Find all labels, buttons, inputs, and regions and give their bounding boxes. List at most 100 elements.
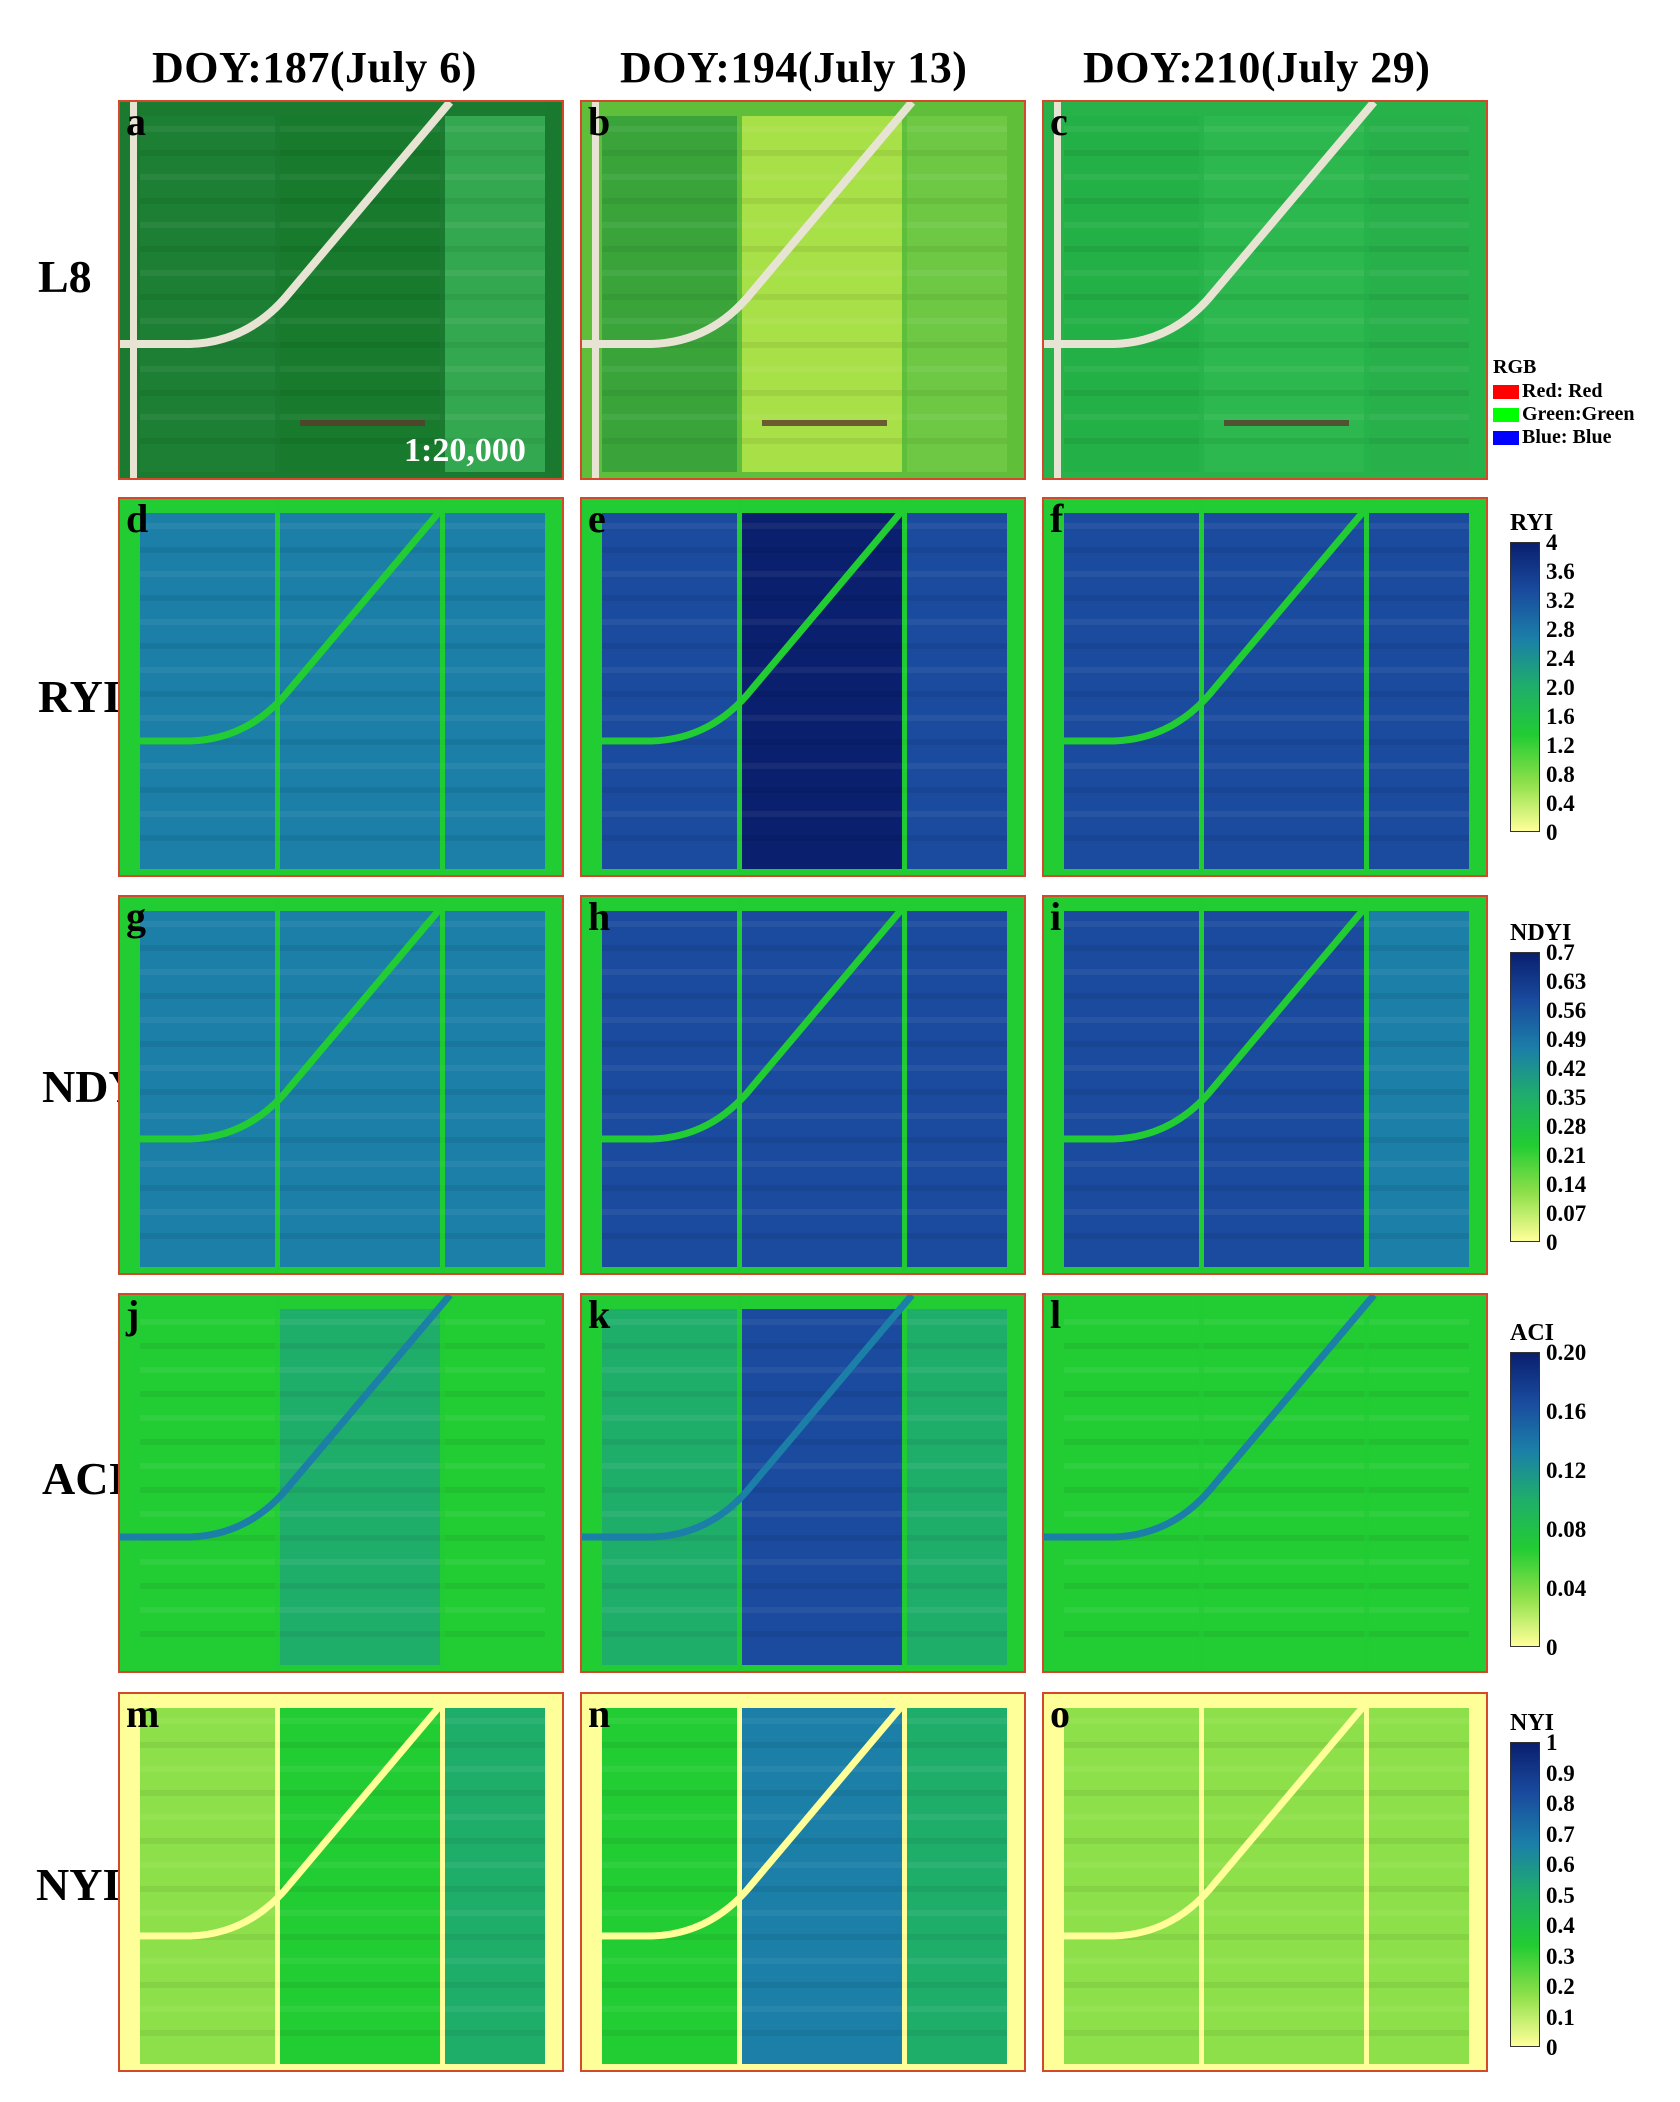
colorbar-tick: 0.12 [1546,1458,1587,1483]
panel-letter-m: m [126,1692,160,1736]
colorbar-tick: 0 [1546,1230,1558,1255]
colorbar-tick: 4 [1546,530,1558,555]
colorbar-tick: 0.16 [1546,1399,1587,1424]
panel-map-image [1044,1295,1486,1671]
panel-ryi-1: d [118,497,564,877]
panel-map-image [582,102,1024,478]
colorbar-ndyi [1510,952,1540,1242]
colorbar-title-ryi: RYI [1510,510,1554,536]
colorbar-tick: 2.4 [1546,646,1575,671]
colorbar-tick: 0 [1546,1635,1558,1660]
colorbar-tick: 0.14 [1546,1172,1587,1197]
panel-letter-f: f [1050,497,1064,541]
green-swatch [1493,407,1519,422]
panel-map-image [120,499,562,875]
panel-letter-n: n [588,1692,611,1736]
panel-ndyi-2: h [580,895,1026,1275]
red-swatch [1493,384,1519,399]
panel-map-image [120,897,562,1273]
colorbar-title-aci: ACI [1510,1320,1555,1346]
rgb-legend-green: Green:Green [1493,403,1635,426]
panel-nyi-1: m [118,1692,564,2072]
colorbar-tick: 1 [1546,1730,1558,1755]
panel-map-image [120,102,562,478]
panel-map-image [582,897,1024,1273]
colorbar-title-nyi: NYI [1510,1710,1555,1736]
colorbar-title-ndyi: NDYI [1510,920,1572,946]
row-label-nyi: NYI [36,1859,121,1910]
colorbar-tick: 0.49 [1546,1027,1587,1052]
panel-letter-b: b [588,100,611,144]
panel-l8-3: c [1042,100,1488,480]
colorbar-tick: 3.2 [1546,588,1575,613]
panel-letter-j: j [126,1293,140,1337]
colorbar-tick: 0.04 [1546,1576,1587,1601]
panel-nyi-3: o [1042,1692,1488,2072]
scale-label: 1:20,000 [404,432,526,469]
colorbar-tick: 0.3 [1546,1943,1575,1969]
colorbar-tick: 0.7 [1546,940,1575,965]
colorbar-tick: 0.8 [1546,1791,1575,1816]
panel-map-image [582,1694,1024,2070]
panel-ryi-3: f [1042,497,1488,877]
panel-aci-1: j [118,1293,564,1673]
panel-letter-e: e [588,497,606,541]
row-label-l8: L8 [38,251,92,302]
row-label-aci: ACI [42,1453,127,1504]
panel-l8-2: b [580,100,1026,480]
colorbar-tick: 1.2 [1546,733,1575,758]
colorbar-tick: 2.8 [1546,617,1575,642]
colorbar-tick: 0.1 [1546,2004,1575,2030]
colorbar-tick: 0.56 [1546,998,1587,1023]
panel-l8-1: a [118,100,564,480]
panel-ndyi-3: i [1042,895,1488,1275]
colorbar-tick: 0.42 [1546,1056,1587,1081]
colorbar-tick: 0.9 [1546,1760,1575,1786]
colorbar-aci [1510,1352,1540,1647]
colorbar-tick: 0.6 [1546,1852,1575,1877]
colorbar-tick: 0.2 [1546,1974,1575,1999]
panel-map-image [1044,499,1486,875]
rgb-legend-red: Red: Red [1493,380,1603,403]
colorbar-tick: 0.5 [1546,1882,1575,1908]
blue-swatch [1493,430,1519,445]
panel-aci-3: l [1042,1293,1488,1673]
colorbar-tick: 0.21 [1546,1143,1587,1168]
panel-map-image [120,1295,562,1671]
panel-map-image [582,499,1024,875]
colorbar-tick: 0.7 [1546,1821,1575,1847]
colorbar-tick: 0.20 [1546,1340,1587,1365]
rgb-legend-blue-label: Blue: Blue [1522,426,1612,448]
colorbar-tick: 0 [1546,2035,1558,2060]
colorbar-tick: 0.35 [1546,1085,1587,1110]
colorbar-tick: 3.6 [1546,559,1575,584]
panel-letter-d: d [126,497,149,541]
colorbar-tick: 2.0 [1546,675,1575,700]
column-header-doy194: DOY:194(July 13) [620,43,968,92]
panel-letter-l: l [1050,1293,1062,1337]
panel-letter-o: o [1050,1692,1070,1736]
panel-letter-a: a [126,100,146,144]
panel-letter-i: i [1050,895,1062,939]
rgb-legend-blue: Blue: Blue [1493,426,1611,449]
panel-letter-h: h [588,895,611,939]
panel-letter-c: c [1050,100,1068,144]
row-label-ryi: RYI [38,671,121,722]
colorbar-tick: 0 [1546,820,1558,845]
panel-aci-2: k [580,1293,1026,1673]
rgb-legend-title: RGB [1493,356,1537,378]
rgb-legend-red-label: Red: Red [1522,380,1603,402]
colorbar-ryi [1510,542,1540,832]
colorbar-tick: 0.08 [1546,1517,1587,1542]
colorbar-tick: 0.4 [1546,1913,1575,1938]
colorbar-tick: 1.6 [1546,704,1575,729]
colorbar-nyi [1510,1742,1540,2047]
panel-map-image [1044,102,1486,478]
panel-ryi-2: e [580,497,1026,877]
panel-nyi-2: n [580,1692,1026,2072]
panel-ndyi-1: g [118,895,564,1275]
column-header-doy210: DOY:210(July 29) [1083,43,1431,92]
panel-map-image [582,1295,1024,1671]
colorbar-tick: 0.63 [1546,969,1587,994]
panel-map-image [1044,897,1486,1273]
